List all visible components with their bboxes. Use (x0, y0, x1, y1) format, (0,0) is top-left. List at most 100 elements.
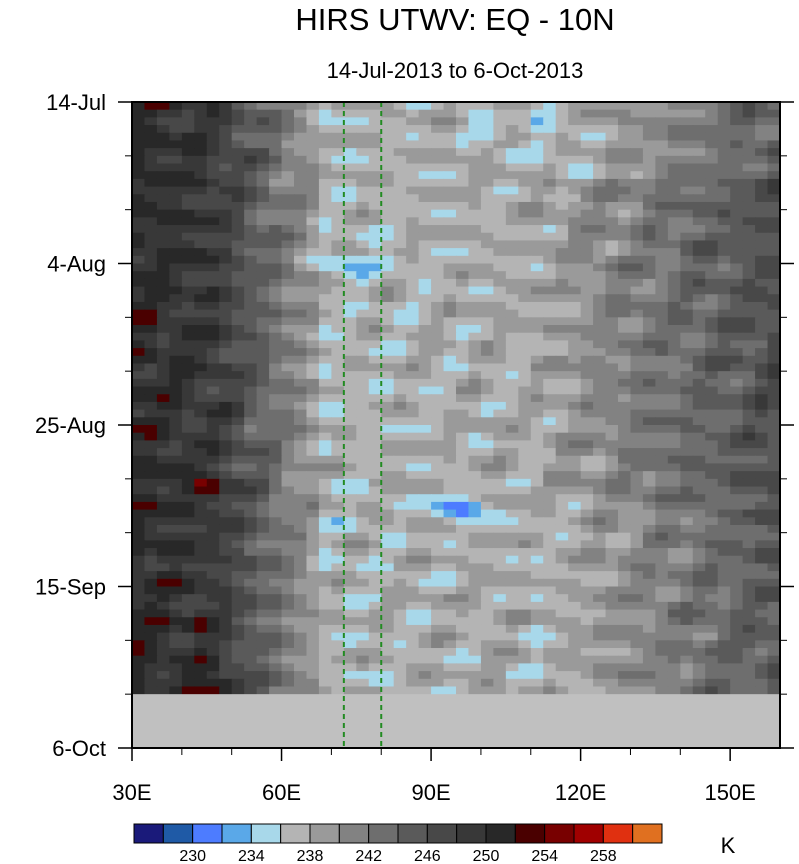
heatmap-cell (306, 524, 320, 534)
heatmap-cell (431, 348, 445, 357)
heatmap-cell (294, 125, 308, 134)
heatmap-cell (505, 255, 519, 265)
heatmap-cell (680, 594, 694, 603)
heatmap-cell (356, 548, 370, 557)
heatmap-cell (667, 594, 681, 603)
heatmap-cell (181, 278, 195, 288)
heatmap-cell (306, 232, 320, 242)
heatmap-cell (655, 278, 669, 288)
heatmap-cell (281, 555, 295, 565)
heatmap-cell (468, 394, 482, 403)
heatmap-cell (294, 186, 308, 195)
heatmap-cell (555, 578, 569, 588)
heatmap-cell (717, 663, 731, 672)
heatmap-cell (692, 455, 706, 465)
heatmap-cell (318, 225, 332, 234)
heatmap-cell (393, 655, 407, 664)
heatmap-cell (530, 401, 544, 411)
heatmap-cell (294, 294, 308, 303)
heatmap-cell (717, 594, 731, 603)
heatmap-cell (742, 486, 756, 495)
heatmap-cell (468, 163, 482, 172)
heatmap-cell (605, 486, 619, 495)
heatmap-cell (692, 632, 706, 641)
heatmap-cell (580, 478, 594, 488)
heatmap-cell (530, 478, 544, 488)
heatmap-cell (580, 571, 594, 580)
heatmap-cell (269, 194, 283, 203)
heatmap-cell (244, 555, 258, 565)
heatmap-cell (543, 678, 557, 688)
heatmap-cell (717, 286, 731, 295)
heatmap-cell (468, 332, 482, 341)
heatmap-cell (705, 640, 719, 649)
heatmap-cell (219, 401, 233, 411)
heatmap-cell (393, 394, 407, 403)
heatmap-cell (281, 294, 295, 303)
heatmap-cell (219, 363, 233, 372)
heatmap-cell (144, 186, 158, 195)
heatmap-cell (493, 555, 507, 565)
heatmap-cell (655, 501, 669, 511)
heatmap-cell (318, 332, 332, 341)
heatmap-cell (680, 301, 694, 311)
heatmap-cell (605, 532, 619, 541)
heatmap-cell (543, 555, 557, 565)
heatmap-cell (331, 255, 345, 265)
heatmap-cell (256, 363, 270, 372)
heatmap-cell (655, 555, 669, 565)
heatmap-cell (680, 571, 694, 580)
heatmap-cell (431, 332, 445, 341)
heatmap-cell (206, 225, 220, 234)
heatmap-cell (755, 517, 769, 526)
heatmap-cell (480, 301, 494, 311)
heatmap-cell (618, 102, 632, 111)
heatmap-cell (456, 578, 470, 588)
heatmap-cell (169, 601, 183, 611)
heatmap-cell (194, 148, 208, 157)
heatmap-cell (269, 524, 283, 534)
heatmap-cell (480, 463, 494, 472)
heatmap-cell (493, 255, 507, 265)
heatmap-cell (281, 140, 295, 149)
heatmap-cell (343, 678, 357, 688)
heatmap-cell (493, 371, 507, 380)
heatmap-cell (456, 532, 470, 541)
heatmap-cell (605, 102, 619, 111)
heatmap-cell (406, 286, 420, 295)
heatmap-cell (331, 501, 345, 511)
heatmap-cell (767, 171, 781, 180)
heatmap-cell (493, 132, 507, 142)
heatmap-cell (767, 163, 781, 172)
heatmap-cell (618, 148, 632, 157)
heatmap-cell (132, 178, 146, 188)
heatmap-cell (256, 378, 270, 388)
heatmap-cell (281, 648, 295, 657)
heatmap-cell (294, 463, 308, 472)
heatmap-cell (356, 640, 370, 649)
heatmap-cell (156, 132, 170, 142)
heatmap-cell (132, 117, 146, 126)
heatmap-cell (206, 617, 220, 626)
heatmap-cell (518, 471, 532, 480)
heatmap-cell (306, 263, 320, 272)
heatmap-cell (318, 363, 332, 372)
heatmap-cell (418, 355, 432, 365)
heatmap-cell (680, 340, 694, 349)
heatmap-cell (692, 363, 706, 372)
heatmap-cell (543, 617, 557, 626)
heatmap-cell (568, 232, 582, 242)
heatmap-cell (443, 655, 457, 664)
heatmap-cell (381, 125, 395, 134)
heatmap-cell (480, 624, 494, 634)
heatmap-cell (181, 163, 195, 172)
heatmap-cell (244, 271, 258, 280)
heatmap-cell (505, 232, 519, 242)
heatmap-cell (480, 425, 494, 434)
heatmap-cell (742, 309, 756, 318)
heatmap-cell (518, 240, 532, 249)
heatmap-cell (256, 471, 270, 480)
heatmap-cell (219, 371, 233, 380)
heatmap-cell (269, 548, 283, 557)
heatmap-cell (219, 594, 233, 603)
